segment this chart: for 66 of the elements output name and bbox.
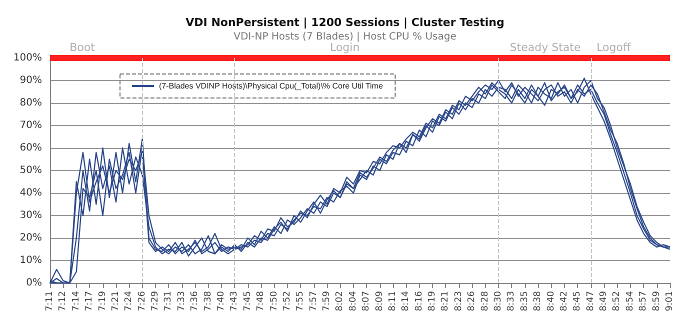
x-tick-label: 7:59: [322, 290, 332, 312]
x-tick-label: 7:43: [230, 291, 240, 312]
y-tick-label: 50%: [20, 165, 42, 176]
x-tick-label: 8:28: [480, 290, 490, 312]
x-tick-label: 8:30: [494, 290, 504, 312]
x-tick-label: 7:31: [164, 291, 174, 312]
x-tick-label: 8:47: [586, 291, 596, 312]
x-tick-label: 8:23: [454, 291, 464, 312]
y-tick-label: 60%: [20, 142, 42, 154]
chart-subtitle: VDI-NP Hosts (7 Blades) | Host CPU % Usage: [234, 32, 456, 42]
text: Login: [330, 41, 360, 54]
x-tick-label: 8:09: [374, 290, 385, 312]
x-tick-label: 9:01: [665, 291, 675, 312]
x-tick-label: 8:04: [348, 290, 358, 312]
x-tick-label: 8:52: [612, 291, 622, 312]
x-tick-label: 8:19: [428, 290, 438, 312]
x-tick-label: 7:38: [203, 290, 214, 312]
legend-label: (7-Blades VDINP Hosts)\Physical Cpu(_Total)\% Core Util Time: [159, 82, 384, 90]
y-tick-label: 100%: [13, 52, 42, 64]
x-tick-label: 7:40: [216, 290, 226, 312]
x-tick-label: 8:02: [335, 291, 346, 312]
x-tick-label: 8:54: [625, 290, 636, 312]
x-tick-label: 8:11: [388, 291, 398, 312]
x-tick-label: 7:48: [256, 290, 266, 312]
text: Boot: [70, 41, 96, 54]
x-tick-label: 8:57: [638, 291, 649, 312]
x-tick-label: 8:21: [440, 291, 451, 312]
y-tick-label: 90%: [20, 75, 42, 86]
x-tick-label: 7:12: [58, 291, 68, 312]
y-tick-label: 0%: [26, 278, 42, 288]
x-tick-label: 8:16: [414, 290, 424, 312]
x-tick-label: 8:33: [506, 291, 517, 312]
chart-title: VDI NonPersistent | 1200 Sessions | Cluster Testing: [186, 16, 504, 29]
x-tick-label: 7:21: [110, 291, 121, 312]
x-tick-label: 7:24: [124, 290, 134, 312]
x-tick-label: 8:14: [401, 290, 412, 312]
x-tick-label: 7:36: [190, 290, 200, 312]
y-tick-label: 20%: [20, 232, 42, 244]
x-tick-label: 7:50: [269, 290, 280, 312]
x-tick-label: 7:17: [84, 291, 95, 312]
x-tick-label: 7:19: [98, 290, 108, 312]
y-tick-label: 40%: [20, 188, 42, 198]
x-tick-label: 7:55: [296, 291, 306, 312]
x-tick-label: 7:14: [71, 290, 82, 312]
y-tick-label: 30%: [20, 210, 42, 221]
x-tick-label: 7:11: [45, 291, 55, 312]
x-tick-label: 7:45: [242, 291, 253, 312]
x-tick-label: 8:38: [533, 290, 544, 312]
x-tick-label: 7:52: [282, 291, 292, 312]
x-tick-label: 8:26: [467, 290, 478, 312]
x-tick-label: 7:26: [137, 290, 148, 312]
text: Steady State: [510, 41, 581, 54]
x-tick-label: 8:45: [572, 291, 583, 312]
y-tick-label: 80%: [20, 98, 42, 108]
x-tick-label: 8:42: [559, 291, 570, 312]
y-tick-label: 10%: [20, 255, 42, 266]
x-tick-label: 8:59: [652, 290, 662, 312]
text: Logoff: [596, 41, 631, 54]
x-tick-label: 7:57: [308, 291, 319, 312]
x-tick-label: 8:07: [362, 291, 372, 312]
x-tick-label: 7:29: [150, 290, 161, 312]
x-tick-label: 8:49: [599, 290, 610, 312]
y-tick-label: 70%: [20, 120, 42, 131]
x-tick-label: 8:40: [546, 290, 556, 312]
x-tick-label: 8:35: [520, 291, 530, 312]
x-tick-label: 7:33: [176, 291, 187, 312]
